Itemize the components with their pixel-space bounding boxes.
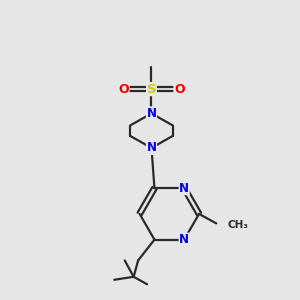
Text: O: O [174,82,185,96]
Text: S: S [147,82,156,96]
Text: O: O [118,82,129,96]
Text: CH₃: CH₃ [228,220,249,230]
Text: N: N [179,182,189,195]
Text: N: N [146,107,157,120]
Text: N: N [179,233,189,246]
Text: N: N [146,141,157,154]
